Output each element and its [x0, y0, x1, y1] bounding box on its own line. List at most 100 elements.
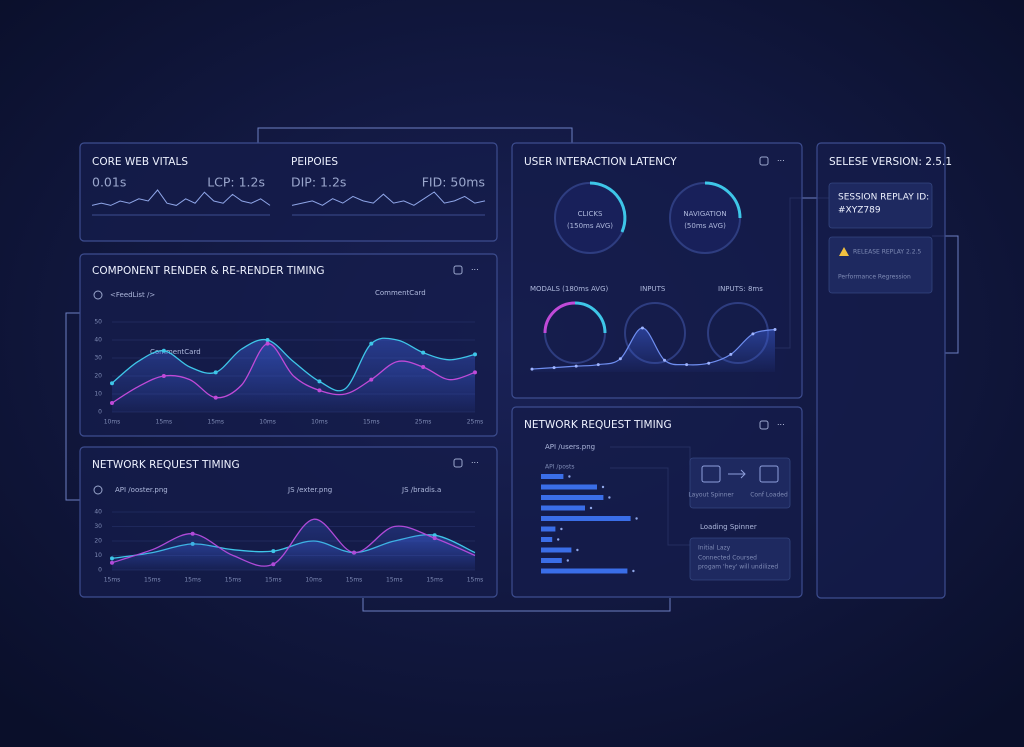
annotation: JS /exter.png	[287, 486, 332, 494]
icon[interactable]	[759, 420, 769, 430]
panel-title: NETWORK REQUEST TIMING	[92, 459, 240, 471]
x-tick-label: 15ms	[467, 577, 484, 584]
point	[552, 366, 556, 370]
warning-icon	[839, 247, 849, 256]
bar-dot	[557, 538, 560, 541]
gauge-sub: (150ms AVG)	[567, 222, 613, 230]
menu-icon[interactable]: ···	[777, 421, 785, 430]
bar-dot	[568, 475, 571, 478]
series-line	[111, 518, 476, 567]
series-line	[111, 342, 476, 404]
card[interactable]	[828, 182, 933, 229]
icon[interactable]	[453, 265, 463, 275]
gauge-arc	[704, 181, 742, 219]
card	[689, 457, 791, 509]
connector	[257, 127, 573, 143]
menu-icon[interactable]: ···	[471, 459, 479, 468]
panel-icons[interactable]: ···	[759, 156, 785, 166]
bar	[541, 568, 628, 574]
panel-icons[interactable]: ···	[453, 265, 479, 275]
panel-title: COMPONENT RENDER & RE-RENDER TIMING	[92, 265, 325, 277]
point	[317, 379, 322, 384]
y-tick-label: 0	[98, 567, 102, 574]
x-tick-label: 25ms	[415, 419, 432, 426]
row-label: INPUTS: 8ms	[718, 285, 763, 293]
point	[421, 365, 426, 369]
sparkline	[291, 191, 486, 206]
gauge-arc	[543, 301, 576, 334]
series-area	[112, 343, 475, 412]
metric: 0.01s	[92, 175, 126, 190]
connector	[65, 312, 80, 501]
x-tick-label: 15ms	[104, 577, 121, 584]
x-tick-label: 25ms	[467, 419, 484, 426]
y-tick-label: 40	[94, 337, 102, 344]
bar	[541, 495, 604, 500]
panel-title: PEIPOIES	[291, 156, 338, 168]
x-tick-label: 10ms	[305, 577, 322, 584]
bar	[541, 547, 572, 553]
legend-icon	[93, 485, 103, 495]
point	[161, 374, 166, 378]
bar-dot	[601, 485, 605, 489]
regression: Performance Regression	[838, 274, 911, 281]
x-tick-label: 10ms	[104, 419, 121, 426]
bar	[541, 484, 597, 490]
point	[473, 352, 477, 357]
annotation: CommentCard	[150, 348, 201, 356]
bar	[541, 558, 562, 563]
point	[369, 377, 374, 382]
point	[751, 332, 755, 336]
bar-dot	[635, 517, 638, 520]
point	[369, 341, 374, 346]
x-tick-label: 15ms	[225, 577, 242, 584]
x-tick-label: 15ms	[265, 577, 282, 584]
gauge-label: CLICKS	[578, 210, 603, 218]
y-tick-label: 30	[94, 523, 102, 530]
point	[110, 560, 114, 565]
panel-title: USER INTERACTION LATENCY	[524, 156, 677, 168]
session-label: SESSION REPLAY ID:	[838, 193, 929, 203]
y-tick-label: 10	[94, 391, 102, 398]
metric: FID: 50ms	[422, 175, 485, 190]
label: Loading Spinner	[700, 523, 757, 531]
bar	[541, 537, 553, 542]
panel-icons[interactable]: ···	[453, 458, 479, 468]
bar	[541, 516, 631, 521]
label: API /users.png	[545, 443, 595, 451]
icon[interactable]	[759, 156, 769, 166]
icon	[759, 465, 779, 483]
release: RELEASE REPLAY 2.2.5	[853, 249, 921, 256]
point	[213, 395, 218, 400]
gauge-label: NAVIGATION	[683, 210, 726, 218]
point	[271, 549, 276, 554]
connector	[362, 598, 671, 612]
x-tick-label: 15ms	[184, 577, 201, 584]
menu-icon[interactable]: ···	[471, 266, 479, 275]
point	[110, 556, 114, 561]
point	[352, 550, 356, 555]
panel-title: NETWORK REQUEST TIMING	[524, 419, 672, 431]
annotation: API /ooster.png	[115, 486, 168, 494]
bar	[541, 505, 585, 511]
version: SELESE VERSION: 2.5.1	[829, 156, 952, 168]
point	[265, 338, 270, 342]
point	[432, 533, 437, 538]
icon[interactable]	[453, 458, 463, 468]
gauge-arc	[589, 181, 627, 233]
menu-icon[interactable]: ···	[777, 157, 785, 166]
panel-icons[interactable]: ···	[759, 420, 785, 430]
bar	[541, 526, 556, 532]
y-tick-label: 20	[94, 373, 102, 380]
point	[317, 388, 322, 393]
y-tick-label: 10	[94, 552, 102, 559]
note: Initial Lazy	[698, 545, 731, 552]
bar-dot	[566, 559, 569, 562]
gauge-arc	[574, 301, 607, 334]
legend: <FeedList />	[110, 291, 155, 299]
point	[190, 531, 195, 536]
x-tick-label: 10ms	[311, 419, 328, 426]
x-tick-label: 15ms	[426, 577, 443, 584]
y-tick-label: 40	[94, 509, 102, 516]
